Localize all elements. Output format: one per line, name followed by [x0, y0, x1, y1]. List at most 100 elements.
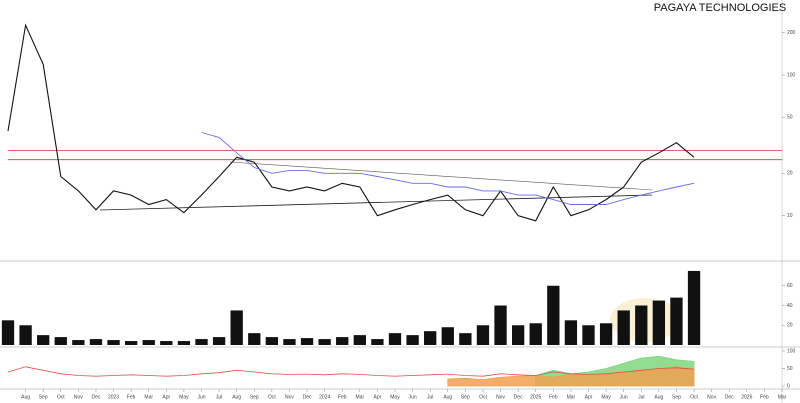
volume-bar [37, 335, 50, 345]
y-tick-label: 50 [787, 366, 793, 372]
y-tick-label: 100 [787, 72, 796, 78]
x-tick-label: Oct [268, 394, 276, 400]
volume-bar [19, 325, 32, 345]
chart-title: PAGAYA TECHNOLOGIES [654, 2, 786, 14]
volume-bar [300, 338, 314, 345]
y-tick-label: 100 [787, 348, 796, 354]
volume-bar [353, 335, 366, 345]
x-tick-label: Aug [443, 394, 452, 400]
volume-bar [582, 325, 595, 345]
y-tick-label: 10 [787, 213, 793, 219]
volume-bar [547, 285, 560, 345]
volume-bar [687, 270, 701, 345]
volume-bar [494, 305, 507, 345]
y-tick-label: 60 [787, 283, 793, 289]
volume-bar [599, 323, 613, 345]
x-tick-label: 2026 [741, 394, 752, 400]
x-tick-label: Sep [461, 394, 470, 400]
price-line [201, 132, 695, 205]
volume-bar [459, 333, 472, 345]
x-tick-label: Dec [92, 394, 101, 400]
indicator-area [447, 366, 695, 387]
volume-bar [336, 337, 349, 345]
x-tick-label: Oct [57, 394, 65, 400]
volume-bar [318, 339, 331, 345]
x-tick-label: 2024 [319, 394, 330, 400]
x-tick-label: May [601, 394, 611, 400]
x-tick-label: Jul [216, 394, 222, 400]
volume-bar [635, 305, 648, 345]
y-tick-label: 50 [787, 115, 793, 121]
y-tick-label: 0 [787, 383, 790, 389]
x-tick-label: Apr [585, 394, 593, 400]
volume-bar [511, 325, 525, 345]
trendline [229, 161, 653, 191]
volume-bar [424, 331, 437, 345]
x-tick-label: Oct [690, 394, 698, 400]
x-tick-label: Dec [303, 394, 312, 400]
x-tick-label: Apr [162, 394, 170, 400]
volume-bar [388, 333, 402, 345]
x-tick-label: May [179, 394, 189, 400]
volume-bar [124, 341, 138, 345]
volume-bar [195, 339, 208, 345]
volume-bar [212, 337, 226, 345]
x-tick-label: Nov [74, 394, 83, 400]
x-tick-label: Jun [197, 394, 205, 400]
x-tick-label: Aug [654, 394, 663, 400]
volume-bar [230, 310, 243, 345]
x-tick-label: Dec [725, 394, 734, 400]
x-tick-label: Mar [356, 394, 365, 400]
volume-bar [617, 310, 630, 345]
y-tick-label: 200 [787, 30, 796, 36]
x-tick-label: Nov [496, 394, 505, 400]
volume-bar [72, 340, 85, 345]
volume-bar [441, 327, 454, 345]
volume-bar [670, 297, 683, 345]
x-tick-label: Mar [144, 394, 153, 400]
x-tick-label: Sep [39, 394, 48, 400]
x-tick-label: Feb [338, 394, 347, 400]
x-tick-label: Jul [638, 394, 644, 400]
y-tick-label: 40 [787, 303, 793, 309]
y-tick-label: 20 [787, 323, 793, 329]
x-tick-label: Sep [672, 394, 681, 400]
volume-bar [107, 340, 120, 345]
volume-bar [248, 333, 261, 345]
volume-bar [529, 323, 542, 345]
volume-bar [89, 339, 103, 345]
x-tick-label: Nov [707, 394, 716, 400]
x-tick-label: Jun [620, 394, 628, 400]
volume-bar [142, 340, 155, 345]
x-tick-label: Apr [374, 394, 382, 400]
x-tick-label: Feb [127, 394, 136, 400]
x-tick-label: 2025 [530, 394, 541, 400]
volume-bar [160, 341, 173, 345]
x-tick-label: Mar [778, 394, 787, 400]
volume-bar [283, 339, 296, 345]
x-tick-label: Nov [285, 394, 294, 400]
x-tick-label: Jul [427, 394, 433, 400]
x-tick-label: 2023 [108, 394, 119, 400]
volume-bar [54, 337, 67, 345]
x-tick-label: Jun [409, 394, 417, 400]
x-tick-label: Dec [514, 394, 523, 400]
y-tick-label: 20 [787, 171, 793, 177]
volume-bar [265, 337, 279, 345]
x-tick-label: Feb [549, 394, 558, 400]
x-tick-label: Feb [760, 394, 769, 400]
price-line [7, 23, 695, 222]
volume-bar [371, 339, 384, 345]
x-tick-label: Mar [567, 394, 576, 400]
volume-bar [177, 341, 191, 345]
x-tick-label: Aug [232, 394, 241, 400]
volume-bar [1, 320, 15, 345]
volume-bar [476, 325, 490, 345]
volume-bar [564, 320, 578, 345]
indicator-line [7, 366, 695, 377]
volume-bar [406, 335, 419, 345]
x-tick-label: Aug [21, 394, 30, 400]
x-tick-label: Sep [250, 394, 259, 400]
x-tick-label: May [390, 394, 400, 400]
